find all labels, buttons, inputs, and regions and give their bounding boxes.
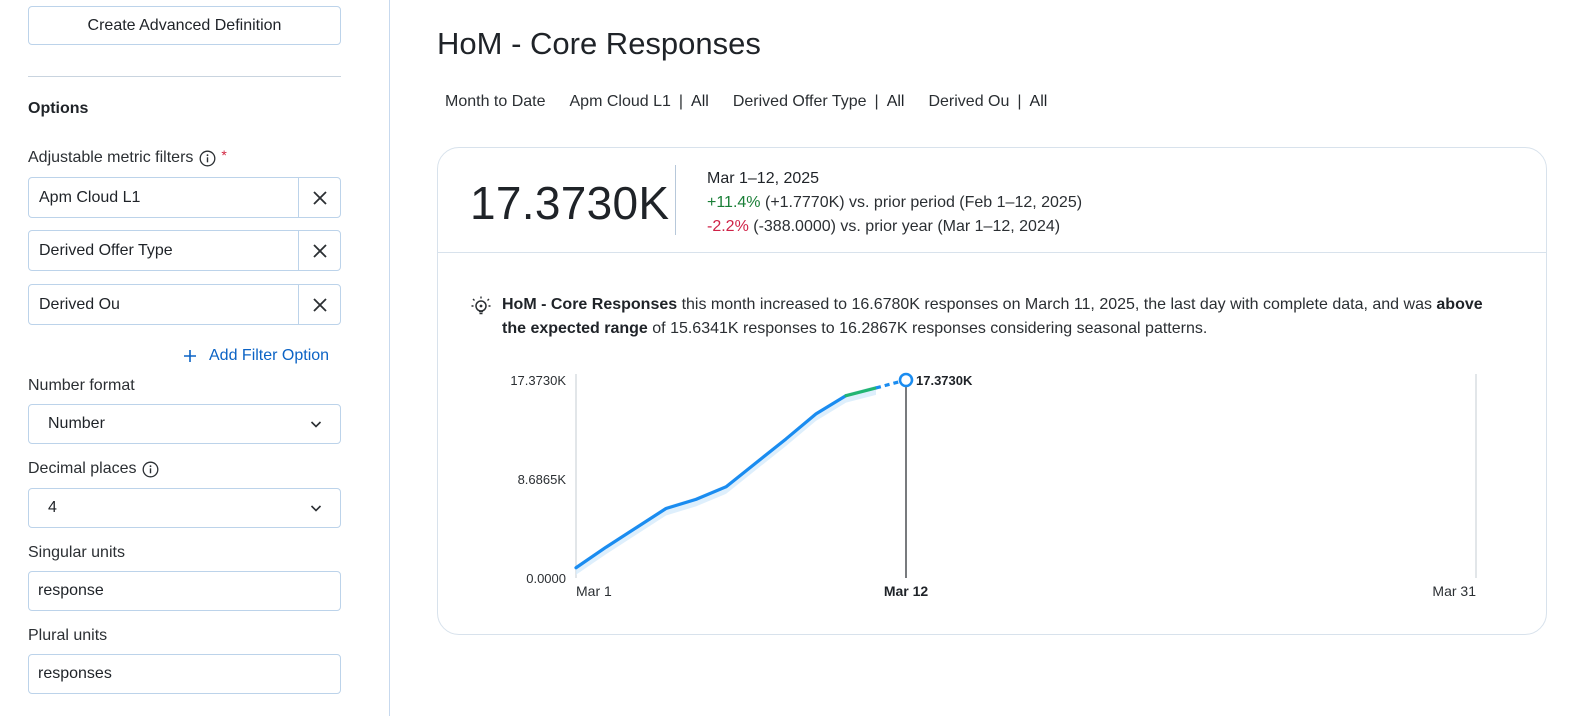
filter-chip-derived-ou[interactable]: Derived Ou | All <box>928 93 1047 111</box>
options-title: Options <box>28 100 89 117</box>
adjustable-filters-label: Adjustable metric filters * <box>28 147 227 167</box>
chip-name: Derived Ou <box>928 93 1010 110</box>
y-tick-label: 17.3730K <box>510 373 566 388</box>
number-format-value: Number <box>48 415 105 432</box>
remove-filter-button[interactable] <box>298 231 340 270</box>
singular-units-input[interactable] <box>28 571 341 611</box>
chip-name: Derived Offer Type <box>732 93 867 110</box>
card-divider <box>438 252 1546 253</box>
add-filter-label: Add Filter Option <box>209 347 330 364</box>
divider <box>28 76 341 77</box>
info-icon[interactable] <box>142 461 159 478</box>
x-tick-label: Mar 31 <box>1432 583 1476 599</box>
remove-filter-button[interactable] <box>298 285 340 324</box>
filter-row-derived-ou: Derived Ou <box>28 284 341 325</box>
insight-metric: HoM - Core Responses <box>502 296 678 313</box>
adjustable-filters-label-text: Adjustable metric filters <box>28 149 194 166</box>
current-point-label: 17.3730K <box>916 373 973 388</box>
period-range: Mar 1–12, 2025 <box>707 170 820 187</box>
insight-text-part2: of 15.6341K responses to 16.2867K respon… <box>647 320 1208 337</box>
prior-year-change: -2.2% <box>707 218 749 235</box>
prior-year-text: (-388.0000) vs. prior year (Mar 1–12, 20… <box>753 218 1061 235</box>
current-point <box>898 372 914 388</box>
metric-card: 17.3730K Mar 1–12, 2025 +11.4% (+1.7770K… <box>437 147 1547 635</box>
insight-text: HoM - Core Responses this month increase… <box>502 293 1510 341</box>
chip-separator: | <box>678 93 684 110</box>
insight-emphasis: above the expected range <box>502 296 1483 337</box>
chevron-down-icon <box>310 421 322 428</box>
chip-name: Apm Cloud L1 <box>569 93 671 110</box>
close-icon <box>312 190 327 205</box>
decimal-places-label: Decimal places <box>28 460 159 478</box>
prior-year-row: -2.2% (-388.0000) vs. prior year (Mar 1–… <box>707 215 1082 239</box>
insight-summary: HoM - Core Responses this month increase… <box>470 293 1510 341</box>
vertical-divider <box>675 165 676 235</box>
chip-separator: | <box>874 93 879 110</box>
y-tick-label: 0.0000 <box>526 571 566 586</box>
plural-units-label: Plural units <box>28 627 108 644</box>
required-mark: * <box>221 147 227 163</box>
plus-icon <box>184 350 196 362</box>
filter-chip-apm-cloud-l1[interactable]: Apm Cloud L1 | All <box>570 93 709 111</box>
x-tick-label: Mar 12 <box>884 583 929 599</box>
filter-bar: Month to Date Apm Cloud L1 | All Derived O… <box>445 93 1071 111</box>
add-filter-option-button[interactable]: Add Filter Option <box>183 347 329 365</box>
options-panel: Create Advanced Definition Options Adjus… <box>0 0 390 716</box>
prior-period-row: +11.4% (+1.7770K) vs. prior period (Feb … <box>707 191 1082 215</box>
chip-value: All <box>886 93 905 110</box>
above-range-segment <box>844 386 878 398</box>
expected-range-band <box>576 385 876 575</box>
close-icon <box>312 297 327 312</box>
lightbulb-icon <box>470 295 492 341</box>
chip-value: All <box>1029 93 1048 110</box>
singular-units-label: Singular units <box>28 544 125 561</box>
filter-name: Apm Cloud L1 <box>39 189 141 206</box>
create-advanced-definition-button[interactable]: Create Advanced Definition <box>28 6 341 45</box>
chip-value: All <box>691 93 709 110</box>
filter-name: Derived Ou <box>39 296 120 313</box>
chip-separator: | <box>1017 93 1022 110</box>
prior-period-change: +11.4% <box>707 194 761 211</box>
period-comparison: Mar 1–12, 2025 +11.4% (+1.7770K) vs. pri… <box>707 167 1082 239</box>
filter-row-derived-offer-type: Derived Offer Type <box>28 230 341 271</box>
y-tick-label: 8.6865K <box>518 472 567 487</box>
chevron-down-icon <box>310 505 322 512</box>
series-line <box>574 394 848 570</box>
filter-name: Derived Offer Type <box>39 242 173 259</box>
remove-filter-button[interactable] <box>298 178 340 217</box>
info-icon[interactable] <box>199 150 216 167</box>
filter-chip-derived-offer-type[interactable]: Derived Offer Type | All <box>733 93 905 111</box>
period-filter[interactable]: Month to Date <box>445 93 546 110</box>
page-title: HoM - Core Responses <box>437 26 761 61</box>
filter-row-apm-cloud-l1: Apm Cloud L1 <box>28 177 341 218</box>
prior-period-text: (+1.7770K) vs. prior period (Feb 1–12, 2… <box>764 194 1083 211</box>
x-tick-label: Mar 1 <box>576 583 612 599</box>
trend-chart-svg: 17.3730K 8.6865K 0.0000 Mar 1 Mar 12 Mar 31 17… <box>510 372 1477 599</box>
close-icon <box>312 243 327 258</box>
decimal-places-value: 4 <box>48 499 57 516</box>
insight-text-part1: this month increased to 16.6780K respons… <box>677 296 1437 313</box>
number-format-label: Number format <box>28 377 135 394</box>
plural-units-input[interactable] <box>28 654 341 694</box>
trend-chart: 17.3730K 8.6865K 0.0000 Mar 1 Mar 12 Mar 31 17… <box>438 363 1546 628</box>
decimal-places-label-text: Decimal places <box>28 460 137 477</box>
number-format-select[interactable]: Number <box>28 404 341 444</box>
decimal-places-select[interactable]: 4 <box>28 488 341 528</box>
metric-value: 17.3730K <box>470 177 670 229</box>
